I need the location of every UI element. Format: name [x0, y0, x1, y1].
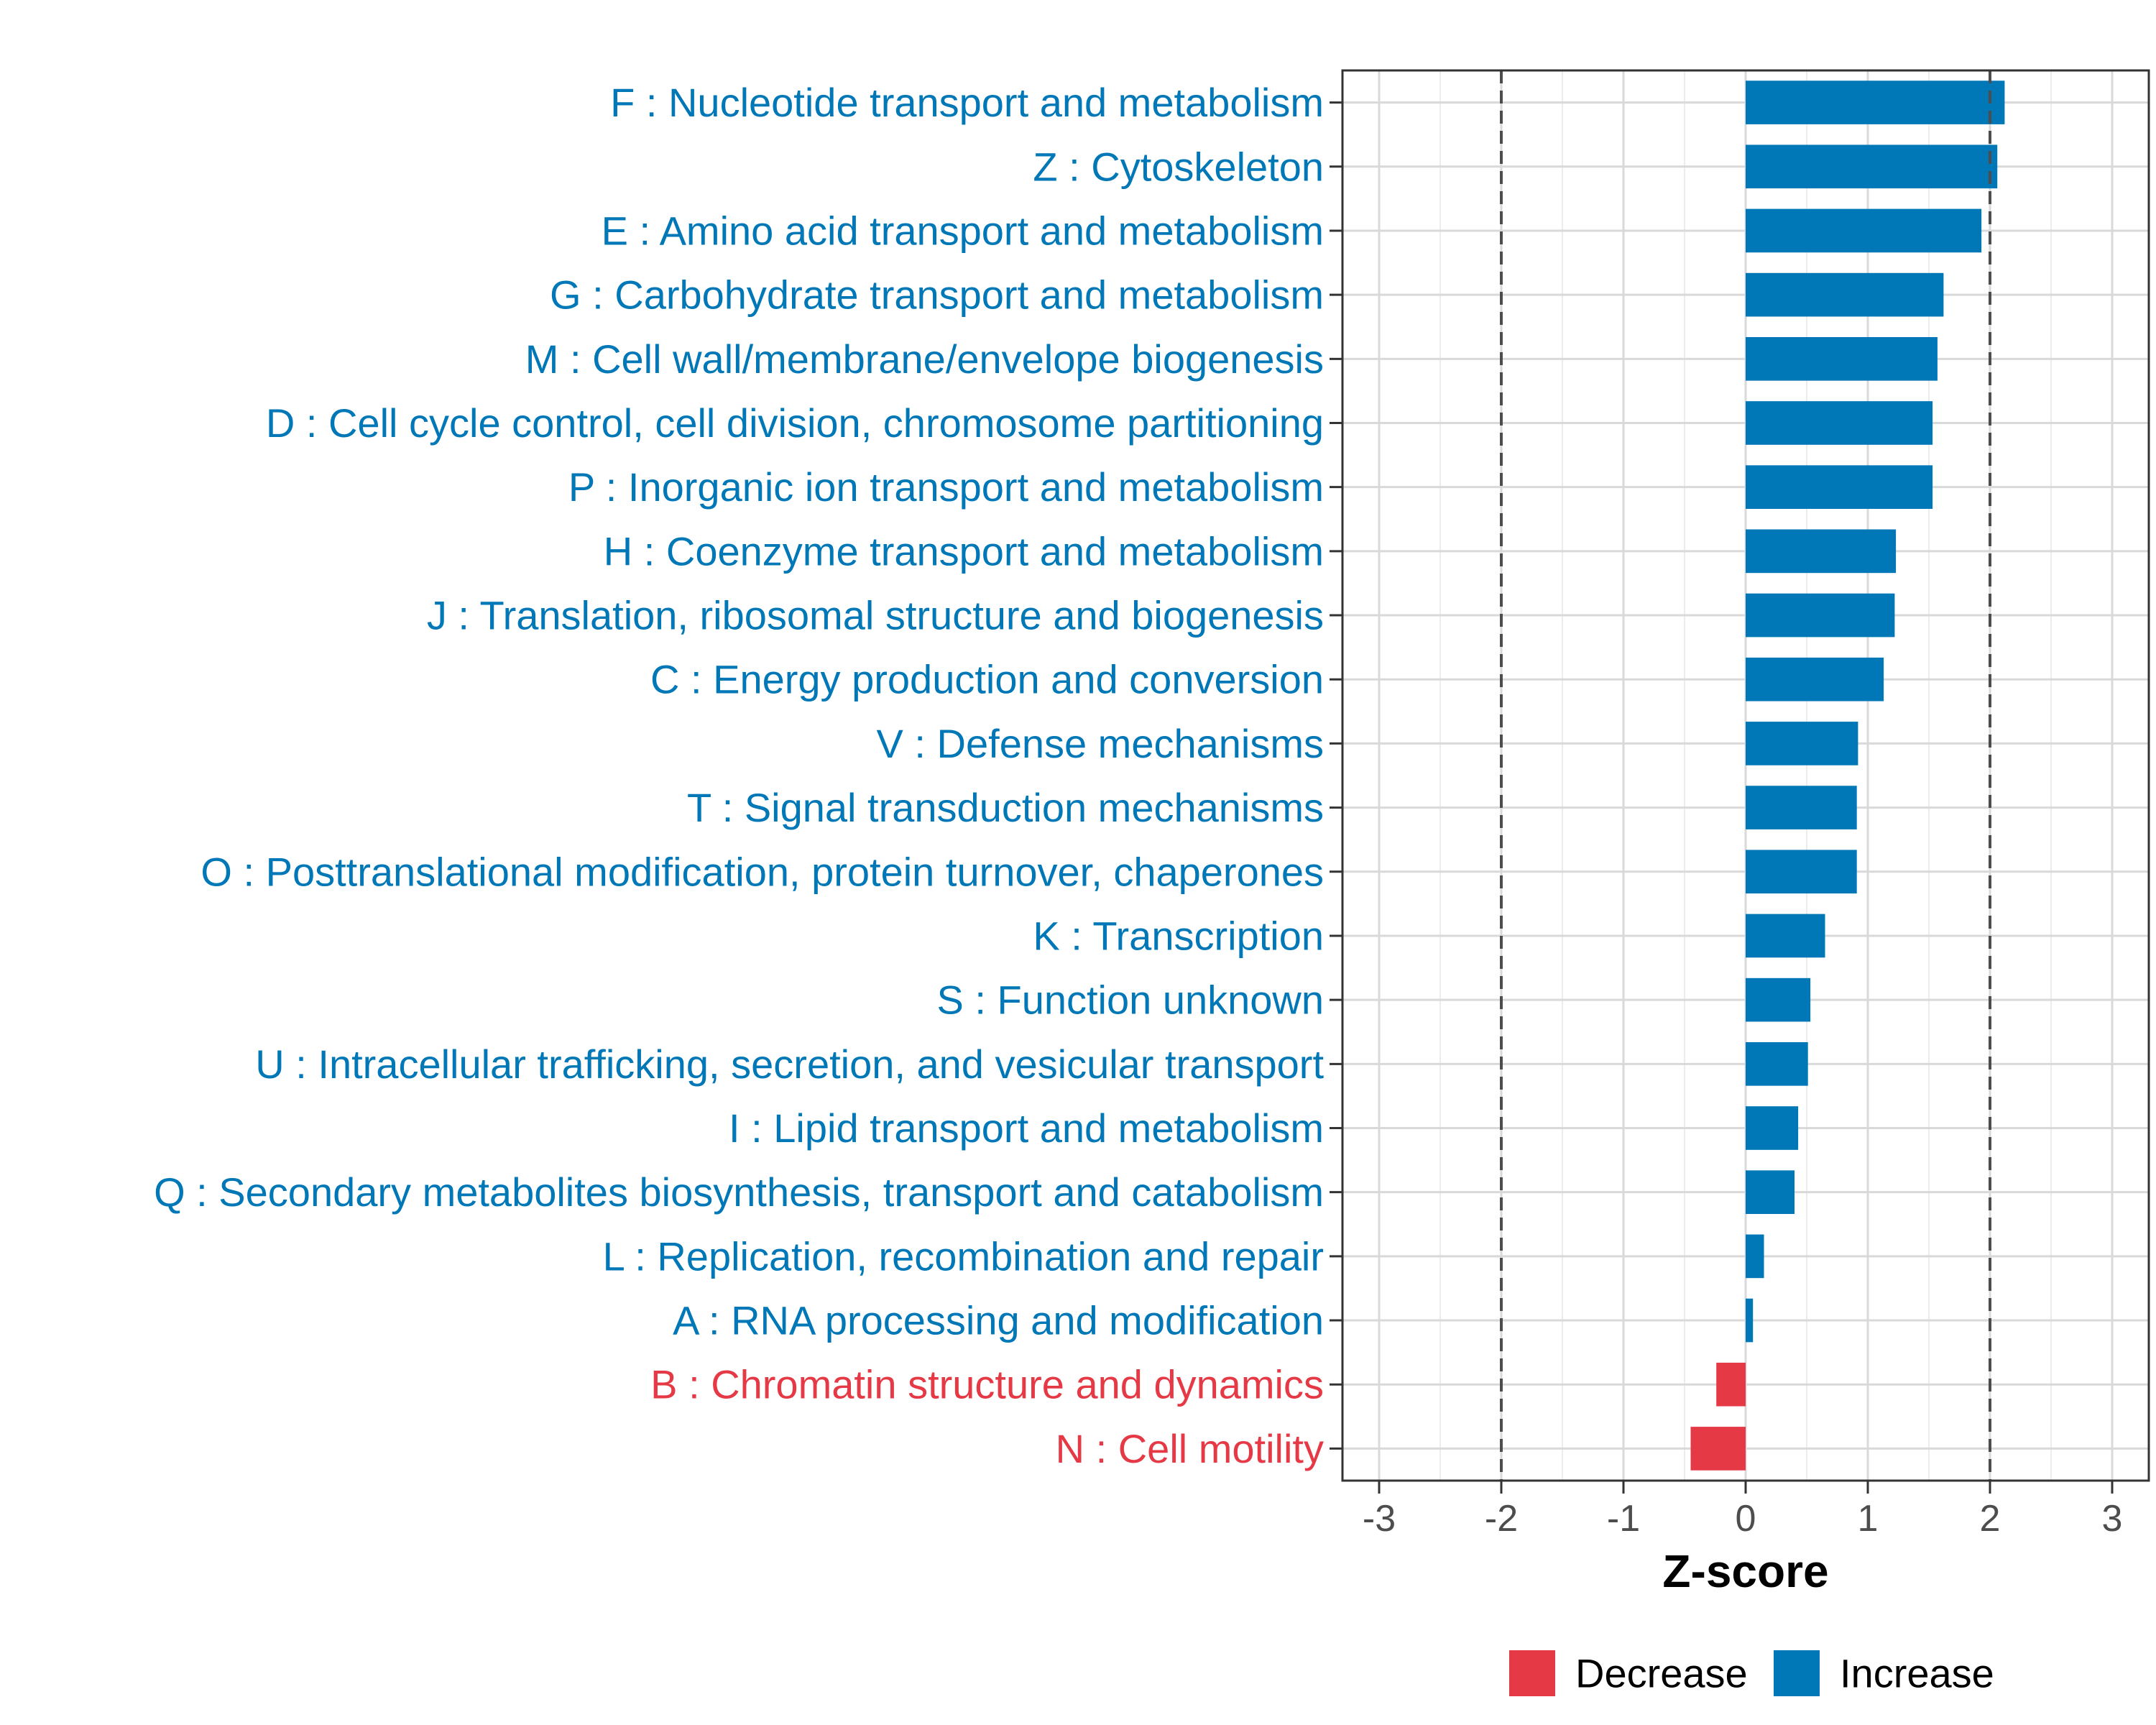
x-tick-label: 0 [1736, 1498, 1756, 1540]
bar [1746, 722, 1858, 765]
category-label: J : Translation, ribosomal structure and… [427, 593, 1324, 638]
category-label: Z : Cytoskeleton [1033, 144, 1324, 189]
reference-lines [1500, 70, 1991, 1481]
bar [1746, 914, 1825, 958]
bar [1746, 850, 1857, 894]
bar [1746, 465, 1933, 510]
x-axis-title: Z-score [1662, 1545, 1828, 1597]
category-label: M : Cell wall/membrane/envelope biogenes… [525, 336, 1324, 382]
legend-swatch-decrease [1509, 1650, 1555, 1696]
x-tick-label: -3 [1363, 1498, 1396, 1540]
category-label: F : Nucleotide transport and metabolism [610, 80, 1324, 125]
bar [1746, 208, 1982, 253]
x-tick-label: 3 [2102, 1498, 2123, 1540]
x-axis-ticks: -3 -2 -1 0 1 2 3 [1363, 1481, 2123, 1540]
x-tick-label: -2 [1485, 1498, 1518, 1540]
bar [1746, 978, 1811, 1022]
category-label: E : Amino acid transport and metabolism [602, 208, 1324, 253]
bar [1746, 336, 1938, 381]
legend-label-increase: Increase [1840, 1651, 1994, 1696]
bar [1746, 1234, 1764, 1279]
bar-layer [1690, 80, 2005, 1471]
bar [1690, 1427, 1746, 1471]
category-label: D : Cell cycle control, cell division, c… [266, 400, 1324, 446]
bar [1746, 1298, 1754, 1343]
bar [1746, 786, 1857, 829]
x-tick-label: -1 [1607, 1498, 1640, 1540]
category-label: I : Lipid transport and metabolism [729, 1105, 1324, 1151]
legend-swatch-increase [1774, 1650, 1820, 1696]
category-label: P : Inorganic ion transport and metaboli… [568, 464, 1324, 510]
category-label: Q : Secondary metabolites biosynthesis, … [154, 1169, 1324, 1215]
category-label: U : Intracellular trafficking, secretion… [255, 1041, 1324, 1087]
bar [1746, 80, 2005, 124]
category-label: S : Function unknown [936, 978, 1324, 1023]
x-tick-label: 1 [1858, 1498, 1879, 1540]
bar [1746, 1041, 1808, 1086]
bar [1746, 401, 1933, 445]
bar [1746, 1106, 1799, 1150]
category-label: T : Signal transduction mechanisms [687, 785, 1324, 830]
bar [1746, 144, 1998, 189]
category-labels: F : Nucleotide transport and metabolism Z… [154, 80, 1324, 1471]
bar [1746, 657, 1884, 702]
category-label: G : Carbohydrate transport and metabolis… [550, 272, 1324, 318]
y-axis-ticks [1330, 101, 1342, 1450]
category-label: A : RNA processing and modification [673, 1298, 1324, 1343]
category-label: H : Coenzyme transport and metabolism [604, 528, 1324, 574]
category-label: C : Energy production and conversion [650, 657, 1324, 702]
category-label: N : Cell motility [1056, 1426, 1324, 1471]
category-label: L : Replication, recombination and repai… [603, 1233, 1324, 1279]
category-label: K : Transcription [1033, 913, 1324, 958]
legend-label-decrease: Decrease [1575, 1651, 1748, 1696]
category-label: V : Defense mechanisms [877, 721, 1324, 766]
category-label: O : Posttranslational modification, prot… [201, 849, 1324, 894]
x-tick-label: 2 [1980, 1498, 2001, 1540]
bar [1746, 1170, 1795, 1215]
bar [1716, 1362, 1746, 1407]
bar [1746, 593, 1895, 638]
bar [1746, 529, 1897, 574]
legend: Decrease Increase [1509, 1650, 1994, 1696]
bar [1746, 272, 1944, 317]
category-label: B : Chromatin structure and dynamics [650, 1362, 1324, 1407]
